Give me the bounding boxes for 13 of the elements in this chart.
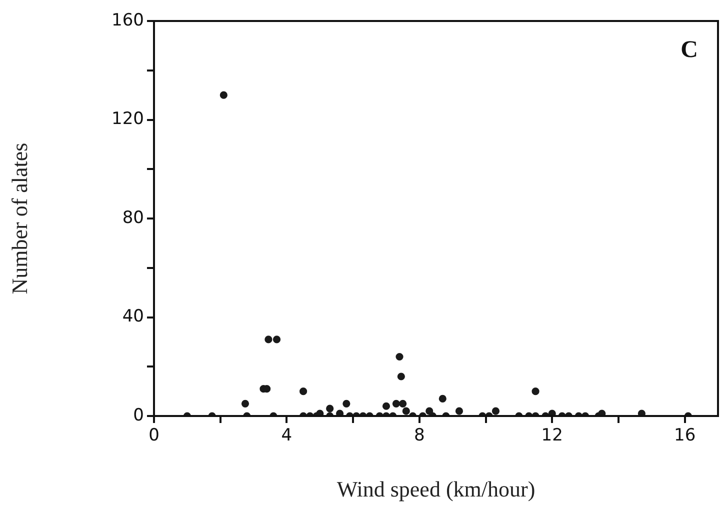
x-axis-title: Wind speed (km/hour) [336, 476, 536, 502]
x-tick-label: 4 [281, 426, 292, 446]
y-tick-label: 0 [133, 405, 144, 426]
annotation: C [680, 37, 698, 64]
x-tick-label: 0 [148, 426, 160, 446]
y-axis-title: Number of alates [6, 142, 32, 294]
y-tick-label: 40 [122, 306, 144, 327]
y-tick-label: 80 [122, 208, 144, 228]
y-tick-label: 160 [112, 10, 144, 30]
x-tick-label: 12 [541, 426, 563, 446]
x-tick-label: 8 [414, 426, 425, 446]
y-tick-label: 120 [112, 109, 144, 130]
x-tick-label: 16 [674, 426, 696, 446]
